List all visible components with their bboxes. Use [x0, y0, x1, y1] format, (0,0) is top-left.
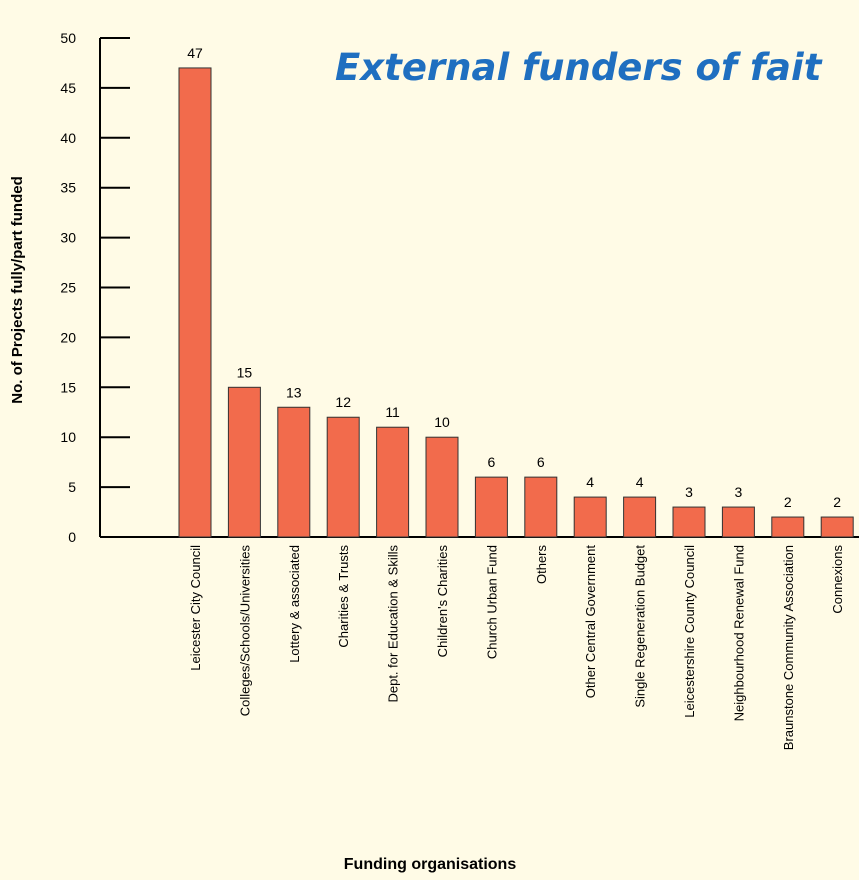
y-tick-label: 45: [60, 80, 76, 96]
x-tick-label: Others: [534, 545, 549, 585]
bar: [474, 476, 508, 538]
value-label: 4: [586, 474, 594, 490]
value-label: 12: [335, 394, 351, 410]
value-label: 13: [286, 384, 302, 400]
x-tick-label: Other Central Government: [583, 545, 598, 699]
x-tick-label: Braunstone Community Association: [781, 545, 796, 750]
y-tick-label: 15: [60, 379, 76, 395]
y-tick-label: 0: [68, 529, 76, 545]
value-label: 6: [537, 454, 545, 470]
value-label: 15: [237, 364, 253, 380]
x-tick-label: Connexions: [830, 545, 845, 614]
bar: [524, 476, 558, 538]
y-tick-label: 35: [60, 180, 76, 196]
bar: [376, 426, 410, 538]
x-tick-label: Neighbourhood Renewal Fund: [731, 545, 746, 721]
bar: [721, 506, 755, 538]
x-tick-label: Leicestershire County Council: [682, 545, 697, 718]
bar: [771, 516, 805, 538]
y-tick-label: 10: [60, 429, 76, 445]
y-tick-label: 25: [60, 280, 76, 296]
chart-title: External funders of fait: [335, 46, 823, 89]
value-label: 2: [833, 494, 841, 510]
x-axis-label: Funding organisations: [344, 856, 517, 873]
bar: [277, 406, 311, 538]
x-tick-label: Children's Charities: [435, 545, 450, 658]
x-tick-label: Church Urban Fund: [484, 545, 499, 659]
bar: [227, 386, 261, 538]
y-tick-label: 20: [60, 329, 76, 345]
x-tick-label: Lottery & associated: [287, 545, 302, 663]
bar: [672, 506, 706, 538]
y-axis-label: No. of Projects fully/part funded: [9, 176, 26, 404]
value-label: 3: [685, 484, 693, 500]
x-tick-label: Charities & Trusts: [336, 545, 351, 648]
value-label: 11: [385, 404, 400, 420]
value-label: 6: [488, 454, 496, 470]
x-tick-label: Leicester City Council: [188, 545, 203, 671]
y-tick-label: 50: [60, 30, 76, 46]
x-tick-label: Single Regeneration Budget: [633, 545, 648, 708]
value-label: 2: [784, 494, 792, 510]
bar: [820, 516, 854, 538]
bar: [623, 496, 657, 538]
bar: [573, 496, 607, 538]
value-label: 10: [434, 414, 450, 430]
bar: [178, 67, 212, 538]
x-tick-label: Dept. for Education & Skills: [386, 545, 401, 703]
y-tick-label: 40: [60, 130, 76, 146]
bar: [425, 436, 459, 538]
value-label: 47: [187, 45, 203, 61]
y-tick-label: 30: [60, 230, 76, 246]
value-label: 4: [636, 474, 644, 490]
value-label: 3: [735, 484, 743, 500]
y-tick-label: 5: [68, 479, 76, 495]
x-tick-label: Colleges/Schools/Universities: [237, 545, 252, 717]
bar: [326, 416, 360, 538]
